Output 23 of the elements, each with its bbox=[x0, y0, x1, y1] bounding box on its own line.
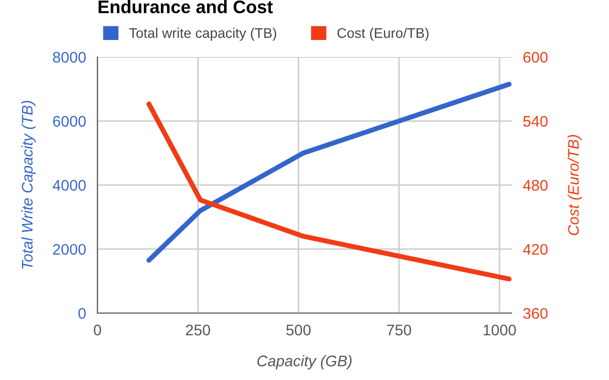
x-tick-label: 0 bbox=[94, 324, 102, 336]
legend-label: Total write capacity (TB) bbox=[129, 28, 276, 41]
x-tick-label: 250 bbox=[186, 324, 210, 336]
y2-tick-label: 480 bbox=[523, 180, 548, 191]
line-series bbox=[146, 102, 512, 282]
y2-tick-label: 600 bbox=[523, 52, 548, 63]
y2-tick-label: 540 bbox=[523, 116, 548, 127]
y2-axis-title: Cost (Euro/TB) bbox=[568, 135, 582, 236]
x-axis-title: Capacity (GB) bbox=[257, 355, 352, 370]
y2-tick-label: 360 bbox=[523, 308, 548, 319]
y-axis-title: Total Write Capacity (TB) bbox=[21, 100, 36, 269]
x-tick-label: 750 bbox=[387, 324, 412, 336]
y-tick-label: 6000 bbox=[53, 116, 86, 127]
chart-title: Endurance and Cost bbox=[98, 0, 273, 14]
y-tick-label: 8000 bbox=[53, 52, 86, 63]
x-tick-label: 500 bbox=[286, 324, 311, 336]
x-tick-label: 1000 bbox=[484, 324, 516, 336]
legend-label: Cost (Euro/TB) bbox=[337, 28, 428, 41]
y-tick-label: 4000 bbox=[52, 180, 86, 191]
line-series bbox=[146, 82, 512, 263]
y2-tick-label: 420 bbox=[523, 244, 548, 255]
y-tick-label: 2000 bbox=[53, 244, 86, 255]
y-tick-label: 0 bbox=[78, 308, 86, 319]
